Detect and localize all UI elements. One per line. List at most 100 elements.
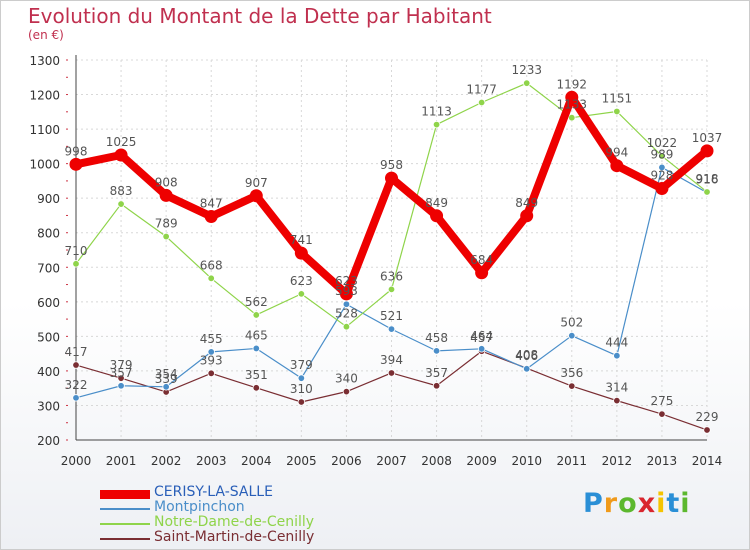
data-label: 989 — [650, 147, 673, 161]
logo-letter: x — [637, 488, 657, 519]
series-point — [207, 369, 215, 378]
series-point — [114, 148, 128, 162]
data-label: 994 — [605, 146, 628, 160]
data-label: 354 — [155, 367, 178, 381]
x-tick-label: 2004 — [241, 454, 272, 468]
data-label: 918 — [696, 172, 719, 186]
series-point — [72, 260, 80, 268]
data-label: 457 — [470, 331, 493, 345]
data-label: 521 — [380, 309, 403, 323]
chart-axes: 200 300 400 500 600 700 800 900 1000 1100 1200 1300… — [29, 54, 722, 468]
logo-letter: P — [583, 488, 604, 519]
series-point — [703, 426, 711, 434]
series-point — [568, 113, 576, 122]
data-label: 623 — [335, 274, 358, 288]
legend-swatch — [100, 523, 150, 525]
series-point — [523, 365, 531, 373]
data-label: 528 — [335, 307, 358, 321]
series-point — [162, 232, 170, 241]
series-point — [432, 120, 441, 129]
series-point — [162, 383, 170, 391]
series-point — [477, 98, 486, 107]
y-tick-label: 800 — [37, 227, 60, 241]
data-label: 464 — [470, 329, 493, 343]
legend-swatch — [100, 508, 150, 510]
data-label: 322 — [65, 378, 88, 392]
series-point — [342, 300, 351, 308]
legend-swatch — [100, 538, 150, 540]
series-1 — [72, 163, 711, 402]
series-point — [387, 285, 396, 294]
data-label: 908 — [155, 175, 178, 189]
y-tick-label: 300 — [37, 399, 60, 413]
y-tick-label: 600 — [37, 296, 60, 310]
series-3 — [69, 90, 714, 301]
x-tick-label: 2000 — [61, 454, 92, 468]
y-tick-label: 1000 — [29, 158, 60, 172]
x-tick-label: 2001 — [106, 454, 137, 468]
data-label: 357 — [110, 366, 133, 380]
data-label: 351 — [245, 368, 268, 382]
series-point — [477, 345, 486, 353]
x-tick-label: 2002 — [151, 454, 182, 468]
proxiti-logo: Proxiti — [583, 488, 691, 519]
series-point — [252, 384, 260, 392]
data-label: 684 — [470, 253, 493, 267]
data-label: 636 — [380, 269, 403, 283]
y-tick-label: 1300 — [29, 54, 60, 68]
series-point — [658, 410, 666, 418]
data-label: 998 — [65, 144, 88, 158]
chart-series — [69, 79, 714, 434]
data-label: 668 — [200, 258, 223, 272]
x-tick-label: 2014 — [692, 454, 723, 468]
legend-swatch — [100, 489, 150, 499]
series-point — [387, 369, 396, 377]
series-point — [294, 246, 308, 260]
data-label: 1133 — [557, 98, 588, 112]
series-point — [207, 348, 215, 356]
series-point — [339, 287, 353, 301]
series-point — [432, 347, 441, 355]
logo-letter: i — [680, 488, 691, 519]
series-point — [342, 387, 351, 396]
data-label: 849 — [515, 196, 538, 210]
data-label: 310 — [290, 382, 313, 396]
data-label: 1151 — [602, 91, 633, 105]
data-label: 379 — [110, 358, 133, 372]
legend-label: CERISY-LA-SALLE — [154, 484, 273, 500]
series-point — [72, 394, 80, 402]
data-label: 339 — [155, 372, 178, 386]
series-point — [69, 157, 83, 171]
x-tick-label: 2003 — [196, 454, 227, 468]
data-label: 741 — [290, 233, 313, 247]
x-tick-label: 2006 — [331, 454, 362, 468]
x-tick-label: 2010 — [511, 454, 542, 468]
y-tick-label: 1200 — [29, 89, 60, 103]
x-tick-label: 2008 — [421, 454, 452, 468]
data-label: 1022 — [647, 136, 678, 150]
legend-label: Montpinchon — [154, 499, 245, 515]
data-label: 379 — [290, 358, 313, 372]
data-label: 444 — [605, 336, 628, 350]
y-tick-label: 500 — [37, 330, 60, 344]
series-point — [72, 361, 80, 369]
series-point — [700, 144, 714, 158]
series-point — [658, 152, 666, 160]
data-label: 356 — [560, 366, 583, 380]
x-tick-label: 2009 — [466, 454, 497, 468]
series-point — [249, 189, 263, 203]
legend-label: Notre-Dame-de-Cenilly — [154, 514, 315, 530]
chart-subtitle: (en €) — [28, 28, 64, 42]
logo-letter: o — [618, 488, 638, 519]
data-label: 417 — [65, 345, 88, 359]
data-label: 883 — [110, 184, 133, 198]
series-point — [520, 209, 534, 223]
data-label: 406 — [515, 349, 538, 363]
data-label: 907 — [245, 176, 268, 190]
y-tick-label: 400 — [37, 365, 60, 379]
chart-data-labels: 417 379 339 393 351 310 340 394 357 457 408 356 314 2… — [65, 63, 723, 424]
series-point — [568, 382, 576, 390]
data-label: 1113 — [421, 105, 452, 119]
